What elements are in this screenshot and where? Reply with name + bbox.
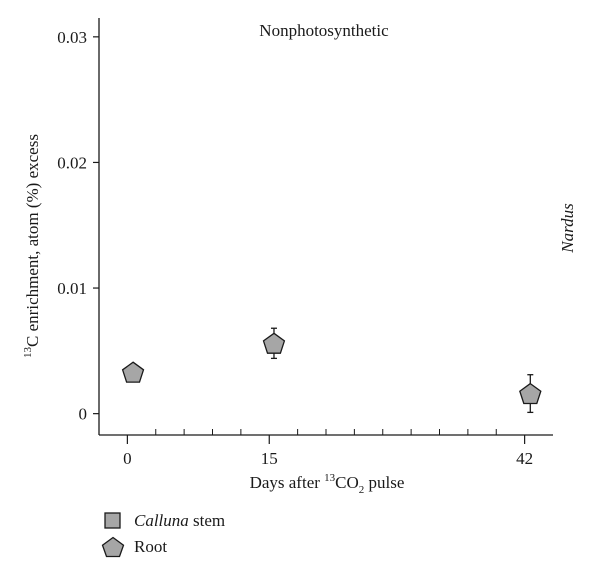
data-points: [121, 327, 542, 414]
x-axis-label: Days after 13CO2 pulse: [250, 472, 405, 496]
x-axis-label-mid: CO: [335, 473, 359, 492]
x-axis-label-suffix: pulse: [364, 473, 404, 492]
y-tick-label: 0.03: [57, 28, 87, 47]
x-tick-label: 15: [261, 449, 278, 468]
legend-item-root: Root: [100, 534, 225, 560]
legend-label-root: Root: [134, 537, 168, 556]
x-tick-label: 0: [123, 449, 132, 468]
legend-label-italic: Calluna: [134, 511, 189, 530]
legend-item-calluna-stem: Calluna stem: [100, 508, 225, 534]
axes: [98, 18, 553, 436]
legend-label-rest: stem: [188, 511, 226, 530]
y-axis-label: 13C enrichment, atom (%) excess: [22, 134, 42, 358]
y-axis-label-sup: 13: [22, 346, 34, 358]
y-axis-label-rest: C enrichment, atom (%) excess: [23, 134, 42, 347]
x-ticks: 0 15 42: [123, 429, 533, 468]
y-ticks: 0 0.01 0.02 0.03: [57, 28, 99, 424]
data-point: [121, 361, 145, 383]
legend: Calluna stem Root: [100, 508, 225, 560]
pentagon-marker-icon: [100, 536, 126, 558]
y-tick-label: 0: [79, 405, 88, 424]
x-axis-label-sub: 2: [359, 484, 365, 496]
side-label: Nardus: [558, 203, 577, 254]
y-tick-label: 0.01: [57, 279, 87, 298]
legend-label-calluna-stem: Calluna stem: [134, 511, 225, 531]
y-tick-label: 0.02: [57, 153, 87, 172]
chart: 0 0.01 0.02 0.03 0 15 42 Nonphotosynthetic Na…: [22, 18, 577, 496]
x-axis-label-prefix: Days after: [250, 473, 325, 492]
data-point: [262, 332, 286, 354]
x-axis-label-sup: 13: [324, 472, 336, 484]
square-marker-icon: [100, 510, 126, 532]
chart-title: Nonphotosynthetic: [259, 21, 389, 40]
data-point: [519, 382, 542, 405]
x-tick-label: 42: [516, 449, 533, 468]
